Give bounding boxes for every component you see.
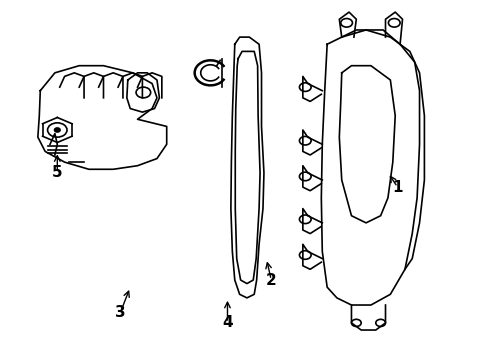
Text: 1: 1 <box>391 180 402 195</box>
Text: 2: 2 <box>265 273 276 288</box>
Text: 3: 3 <box>115 305 125 320</box>
Text: 5: 5 <box>52 165 62 180</box>
Circle shape <box>54 128 60 132</box>
Text: 4: 4 <box>222 315 232 330</box>
